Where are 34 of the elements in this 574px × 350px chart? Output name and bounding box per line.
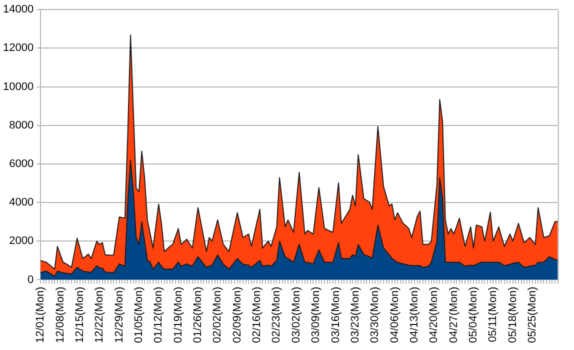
x-tick-label: 01/19(Mon): [172, 286, 184, 344]
x-tick-label: 01/05(Mon): [133, 286, 145, 344]
x-tick-label: 03/02(Mon): [290, 286, 302, 344]
x-tick-label: 04/27(Mon): [448, 286, 460, 344]
y-tick-label: 10000: [2, 80, 34, 93]
x-tick-label: 05/25(Mon): [526, 286, 539, 344]
x-tick-label: 02/16(Mon): [251, 286, 264, 344]
x-tick-label: 04/06(Mon): [388, 286, 401, 344]
y-tick-label: 6000: [9, 158, 34, 170]
x-tick-label: 01/26(Mon): [192, 286, 204, 344]
x-tick-label: 03/23(Mon): [349, 286, 362, 344]
y-tick-label: 2000: [9, 235, 34, 248]
x-tick-label: 12/29(Mon): [113, 286, 126, 344]
x-tick-label: 12/15(Mon): [74, 286, 86, 344]
x-tick-label: 05/04(Mon): [468, 286, 480, 344]
x-tick-label: 02/23(Mon): [270, 286, 283, 344]
x-tick-label: 12/22(Mon): [94, 286, 106, 344]
x-tick-label: 05/11(Mon): [487, 286, 500, 342]
x-tick-label: 04/13(Mon): [408, 286, 420, 344]
x-tick-label: 02/02(Mon): [212, 286, 224, 344]
x-tick-label: 01/12(Mon): [152, 286, 165, 344]
x-tick-label: 03/16(Mon): [330, 286, 342, 344]
x-tick-label: 12/01(Mon): [34, 286, 47, 344]
y-tick-label: 4000: [9, 196, 34, 209]
y-tick-label: 8000: [9, 119, 34, 132]
x-tick-label: 12/08(Mon): [54, 286, 66, 344]
x-tick-label: 04/20(Mon): [428, 286, 440, 344]
x-tick-label: 02/09(Mon): [231, 286, 244, 344]
y-tick-label: 14000: [2, 4, 34, 16]
x-tick-label: 03/30(Mon): [369, 286, 382, 344]
y-tick-label: 12000: [2, 42, 34, 54]
y-tick-label: 0: [27, 274, 34, 286]
x-tick-label: 05/18(Mon): [506, 286, 519, 344]
x-tick-label: 03/09(Mon): [310, 286, 322, 344]
